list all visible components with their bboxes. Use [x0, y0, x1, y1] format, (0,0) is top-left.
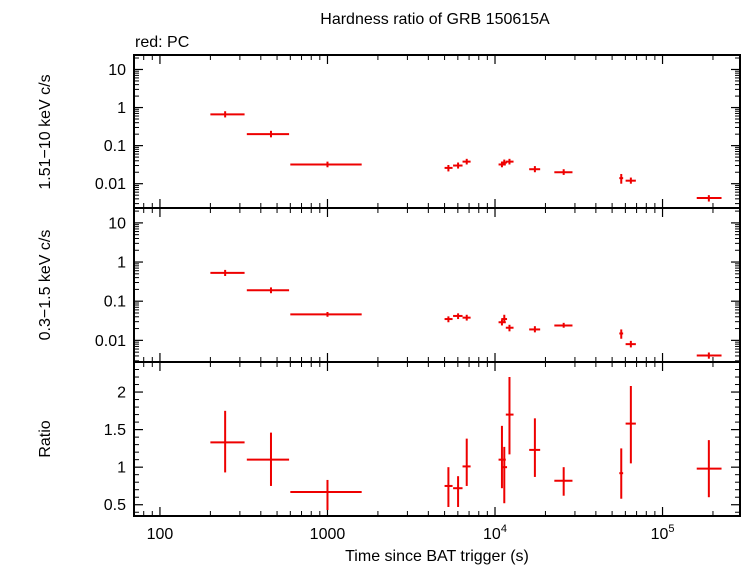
hard-data-point [453, 162, 463, 169]
x-tick-label: 100 [147, 526, 174, 543]
soft-data-point [290, 311, 362, 317]
ratio-data-point [444, 467, 453, 507]
hard-data-point [619, 173, 624, 184]
ratio-y-tick-label: 1.5 [104, 422, 126, 439]
hard-y-tick-label: 1 [117, 100, 126, 117]
soft-data-point [625, 340, 636, 348]
soft-data-point [554, 322, 573, 328]
ratio-data-point [529, 418, 541, 477]
soft-data-point [444, 316, 453, 323]
ratio-data-point [462, 438, 471, 486]
soft-data-point [619, 329, 624, 339]
hard-data-point [696, 195, 722, 202]
soft-plot-frame [133, 207, 741, 363]
soft-data-point [462, 314, 471, 321]
ratio-data-point [619, 448, 624, 499]
hard-y-tick-label: 10 [108, 62, 126, 79]
soft-y-tick-label: 1 [117, 255, 126, 272]
soft-y-tick-label: 0.01 [95, 333, 126, 350]
hard-data-point [290, 161, 362, 168]
hard-data-point [210, 111, 245, 118]
hard-band-y-axis-label: 1.51−10 keV c/s [37, 74, 54, 189]
ratio-y-tick-label: 0.5 [104, 497, 126, 514]
ratio-data-point [505, 377, 514, 455]
x-tick-label: 1000 [310, 526, 346, 543]
chart-title: Hardness ratio of GRB 150615A [320, 11, 550, 28]
hard-data-point [554, 169, 573, 175]
x-axis-label: Time since BAT trigger (s) [345, 548, 529, 565]
ratio-data-point [453, 476, 463, 507]
legend-label: red: PC [135, 34, 189, 51]
ratio-y-tick-label: 1 [117, 460, 126, 477]
hard-data-point [444, 164, 453, 172]
soft-data-point [505, 324, 514, 332]
hard-band-panel: 10 1 0.1 0.01 [95, 54, 741, 209]
soft-data-point [696, 352, 722, 359]
ratio-data-point [290, 479, 362, 510]
soft-band-y-axis-label: 0.3−1.5 keV c/s [37, 230, 54, 341]
soft-data-point [501, 314, 508, 323]
soft-band-panel: 10 1 0.1 0.01 [95, 207, 741, 363]
ratio-y-tick-label: 2 [117, 385, 126, 402]
soft-data-point [453, 313, 463, 320]
soft-data-point [210, 269, 245, 277]
soft-y-tick-label: 0.1 [104, 294, 126, 311]
ratio-y-axis-label: Ratio [37, 420, 54, 457]
soft-data-point [529, 326, 541, 333]
hard-y-tick-label: 0.1 [104, 138, 126, 155]
ratio-data-point [554, 467, 573, 496]
hard-data-point [246, 130, 290, 138]
ratio-panel: 2 1.5 1 0.5 [104, 361, 741, 517]
hard-plot-frame [133, 54, 741, 209]
soft-y-tick-label: 10 [108, 215, 126, 232]
x-axis-ticks: 100 1000 104 105 [147, 523, 675, 543]
hard-data-point [505, 158, 514, 165]
ratio-data-point [210, 410, 245, 473]
ratio-data-point [625, 386, 636, 464]
hard-data-point [625, 177, 636, 184]
ratio-data-point [501, 446, 508, 504]
soft-data-point [246, 287, 290, 294]
hard-y-tick-label: 0.01 [95, 176, 126, 193]
x-tick-label: 105 [651, 523, 675, 543]
hard-data-point [529, 166, 541, 173]
ratio-data-point [246, 432, 290, 486]
x-tick-label: 104 [483, 523, 507, 543]
ratio-plot-frame [133, 361, 741, 517]
ratio-data-point [696, 440, 722, 498]
hard-data-point [462, 158, 471, 165]
